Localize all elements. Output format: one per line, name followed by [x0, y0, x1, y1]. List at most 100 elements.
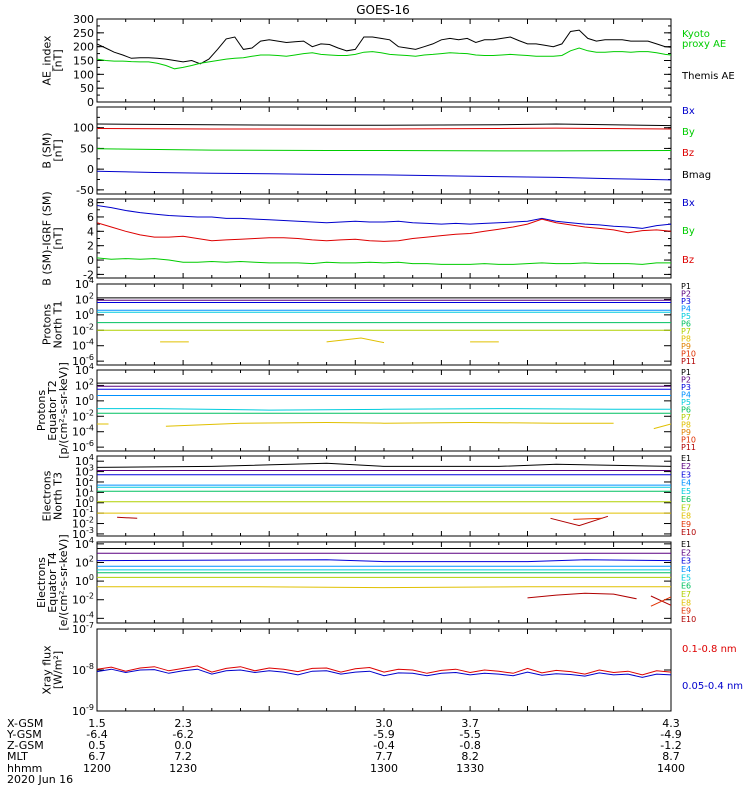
y-axis-label: [e/(cm²-s-sr-keV)] — [57, 534, 70, 630]
series-line-e10 — [527, 592, 637, 600]
y-tick-label: 0 — [87, 254, 94, 267]
legend-entry: E6 — [681, 495, 691, 504]
legend-entry: Bx — [682, 198, 695, 209]
legend-entry: E5 — [681, 573, 691, 582]
x-axis-ephemeris: X-GSM 1.5 2.3 3.0 3.7 4.3 Y-GSM -6.4 -6.2 -5.9 -5.… — [6, 717, 685, 786]
panel-bdiff: -202 468 B (SM)-IGRF (SM)[nT] Bx By Bz — [41, 191, 695, 285]
series-line-e10 — [117, 516, 138, 519]
series-group — [97, 382, 671, 430]
y-tick-label: 10-6 — [72, 439, 94, 454]
series-line-by — [97, 148, 671, 152]
series-group — [97, 29, 671, 70]
legend-entry: P9 — [681, 342, 691, 351]
ephemeris-value: 2.3 — [174, 717, 192, 730]
legend-entry: E10 — [681, 615, 696, 624]
legend-entry: By — [682, 127, 695, 138]
legend-entry: P1 — [681, 282, 691, 291]
y-tick-label: 104 — [75, 362, 94, 377]
legend-entry: Kyoto — [682, 29, 710, 40]
legend-entry: E7 — [681, 503, 691, 512]
legend-entry: E9 — [681, 607, 691, 616]
plot-title: GOES-16 — [356, 3, 410, 17]
y-tick-label: 50 — [80, 82, 94, 95]
y-tick-label: 10-6 — [72, 353, 94, 368]
y-tick-label: 10-9 — [72, 703, 94, 718]
y-axis-label: [nT] — [52, 227, 65, 249]
y-tick-label: 10-3 — [72, 526, 94, 541]
legend-entry: Bmag — [682, 170, 711, 181]
series-line-bmag — [97, 123, 671, 127]
legend-entry: P7 — [681, 413, 691, 422]
legend-entry: E2 — [681, 548, 691, 557]
y-tick-label: 10-2 — [72, 322, 94, 337]
y-tick-label: 104 — [75, 453, 94, 468]
legend-entry: P10 — [681, 436, 696, 445]
y-axis-label: Electrons — [41, 470, 54, 521]
ephemeris-value: -4.9 — [660, 728, 681, 741]
panel-bsm: -50 0 50 100 B (SM)[nT] Bx By Bz Bmag — [41, 106, 712, 197]
y-tick-label: 10-7 — [72, 621, 94, 636]
ephemeris-value: 7.7 — [375, 750, 393, 763]
legend-entry: E1 — [681, 540, 691, 549]
series-group — [97, 665, 671, 678]
legend-entry: Bz — [682, 255, 694, 266]
legend-entry: E5 — [681, 487, 691, 496]
date-label: 2020 Jun 16 — [7, 773, 73, 786]
series-line-e3 — [97, 559, 671, 563]
legend-entry: Bx — [682, 106, 695, 117]
y-tick-label: 100 — [75, 495, 94, 510]
legend-entry: Bz — [682, 148, 694, 159]
ephemeris-value: -1.2 — [660, 739, 681, 752]
ephemeris-value: 1.5 — [88, 717, 106, 730]
y-tick-label: 0 — [87, 163, 94, 176]
legend-entry: P2 — [681, 376, 691, 385]
series-line-p5 — [97, 408, 671, 411]
legend-entry: P11 — [681, 357, 696, 366]
series-line-by — [97, 257, 671, 265]
ephemeris-row-label: Z-GSM — [7, 739, 44, 752]
y-axis-label: Protons — [35, 390, 48, 431]
series-line-p8 — [326, 337, 385, 344]
y-tick-label: 102 — [75, 474, 94, 489]
series-line-0-05-0-4-nm — [97, 668, 671, 678]
y-axis-label: [nT] — [52, 139, 65, 161]
y-tick-label: 8 — [87, 197, 94, 210]
ephemeris-row-label: X-GSM — [7, 717, 43, 730]
y-axis-label: [p/(cm²-s-sr-keV)] — [57, 362, 70, 459]
y-tick-label: 100 — [73, 68, 94, 81]
y-tick-label: 10-1 — [72, 505, 94, 520]
series-line-p8 — [165, 421, 614, 427]
legend-entry: P3 — [681, 297, 691, 306]
ephemeris-value: 1400 — [657, 762, 685, 775]
y-tick-label: 10-4 — [72, 338, 94, 353]
panels-group: 050100150200250300AE_index[nT]Kyotoproxy… — [35, 13, 743, 718]
series-group — [97, 297, 671, 344]
series-line-0-1-0-8-nm — [97, 665, 671, 676]
legend-entry: E2 — [681, 462, 691, 471]
legend-entry: P6 — [681, 320, 691, 329]
y-axis-label: Equator T2 — [46, 380, 59, 440]
legend-entry: P1 — [681, 368, 691, 377]
legend-entry: E7 — [681, 590, 691, 599]
legend-entry: P4 — [681, 305, 691, 314]
ephemeris-value: -0.4 — [373, 739, 394, 752]
ephemeris-value: 3.7 — [461, 717, 479, 730]
legend-entry: E3 — [681, 470, 691, 479]
legend-entry: Themis AE — [681, 71, 735, 82]
panel-xray: 10-7 10-8 10-9 Xray flux[W/m²] 0.1-0.8 nm 0.0… — [41, 621, 744, 718]
y-axis-label: B (SM)-IGRF (SM) — [41, 191, 54, 285]
series-line-e10 — [550, 515, 609, 527]
legend-entry: E10 — [681, 528, 696, 537]
legend-entry: P9 — [681, 428, 691, 437]
legend-entry: P6 — [681, 406, 691, 415]
series-line-kyoto-proxy-ae — [97, 47, 671, 70]
ephemeris-value: 0.0 — [174, 739, 192, 752]
ephemeris-value: -5.9 — [373, 728, 394, 741]
legend-entry: P7 — [681, 327, 691, 336]
legend-entry: P4 — [681, 391, 691, 400]
series-line-e8 — [97, 586, 671, 589]
ephemeris-row-label: hhmm — [7, 762, 42, 775]
